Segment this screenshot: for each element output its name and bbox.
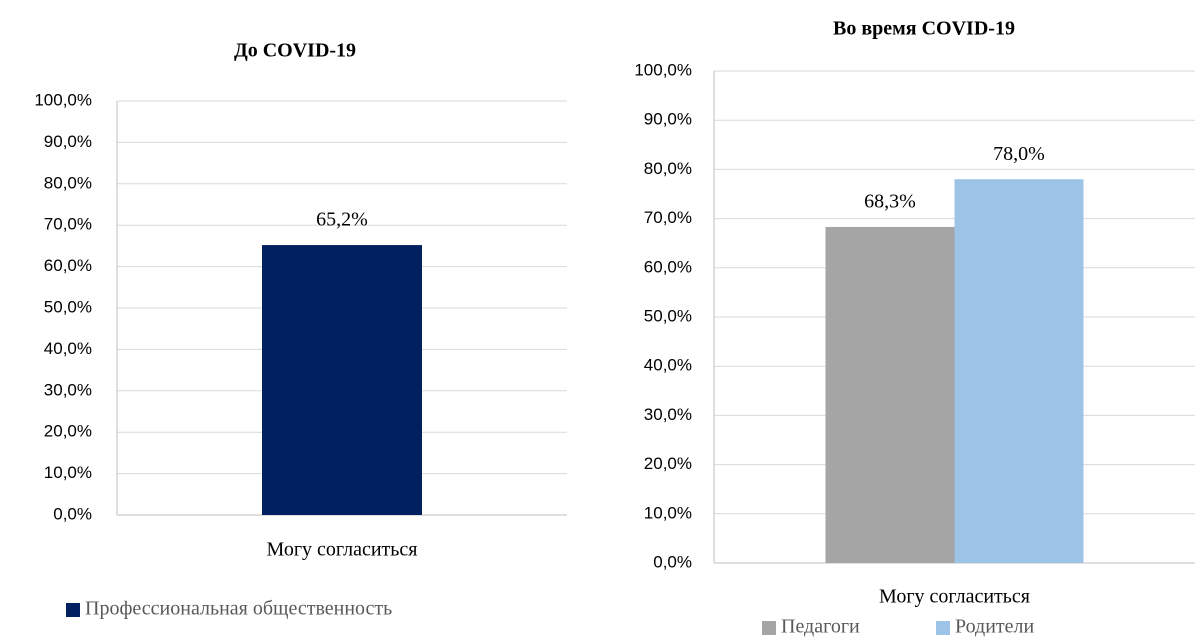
- y-tick-label: 90,0%: [644, 110, 692, 129]
- y-tick-label: 70,0%: [644, 208, 692, 227]
- data-label: 65,2%: [316, 209, 368, 231]
- data-label: 78,0%: [993, 143, 1045, 165]
- data-label: 68,3%: [864, 191, 916, 213]
- legend-swatch: [762, 621, 776, 635]
- y-tick-label: 40,0%: [644, 356, 692, 375]
- y-tick-label: 90,0%: [44, 132, 92, 151]
- bar: [954, 179, 1084, 564]
- legend-label: Профессиональная общественность: [85, 598, 392, 620]
- y-tick-label: 60,0%: [644, 257, 692, 276]
- x-tick-label: Могу согласиться: [267, 539, 418, 561]
- y-tick-label: 80,0%: [44, 173, 92, 192]
- bar: [825, 226, 955, 564]
- bar: [262, 245, 422, 515]
- y-tick-label: 0,0%: [53, 504, 92, 523]
- y-tick-label: 60,0%: [44, 256, 92, 275]
- y-tick-label: 40,0%: [44, 339, 92, 358]
- y-tick-label: 20,0%: [44, 422, 92, 441]
- y-tick-label: 100,0%: [34, 90, 92, 109]
- y-tick-label: 10,0%: [644, 503, 692, 522]
- y-tick-label: 30,0%: [44, 380, 92, 399]
- y-tick-label: 0,0%: [653, 552, 692, 571]
- y-tick-label: 100,0%: [634, 60, 692, 79]
- y-tick-label: 50,0%: [644, 306, 692, 325]
- legend-swatch: [66, 603, 80, 617]
- y-tick-label: 10,0%: [44, 463, 92, 482]
- x-tick-label: Могу согласиться: [879, 586, 1030, 608]
- legend-label: Родители: [955, 616, 1035, 638]
- legend-swatch: [936, 621, 950, 635]
- y-tick-label: 50,0%: [44, 297, 92, 316]
- chart-title: До COVID-19: [234, 40, 356, 62]
- y-tick-label: 70,0%: [44, 215, 92, 234]
- legend-label: Педагоги: [781, 616, 860, 638]
- y-tick-label: 80,0%: [644, 159, 692, 178]
- chart-title: Во время COVID-19: [833, 18, 1015, 40]
- y-tick-label: 20,0%: [644, 454, 692, 473]
- y-tick-label: 30,0%: [644, 405, 692, 424]
